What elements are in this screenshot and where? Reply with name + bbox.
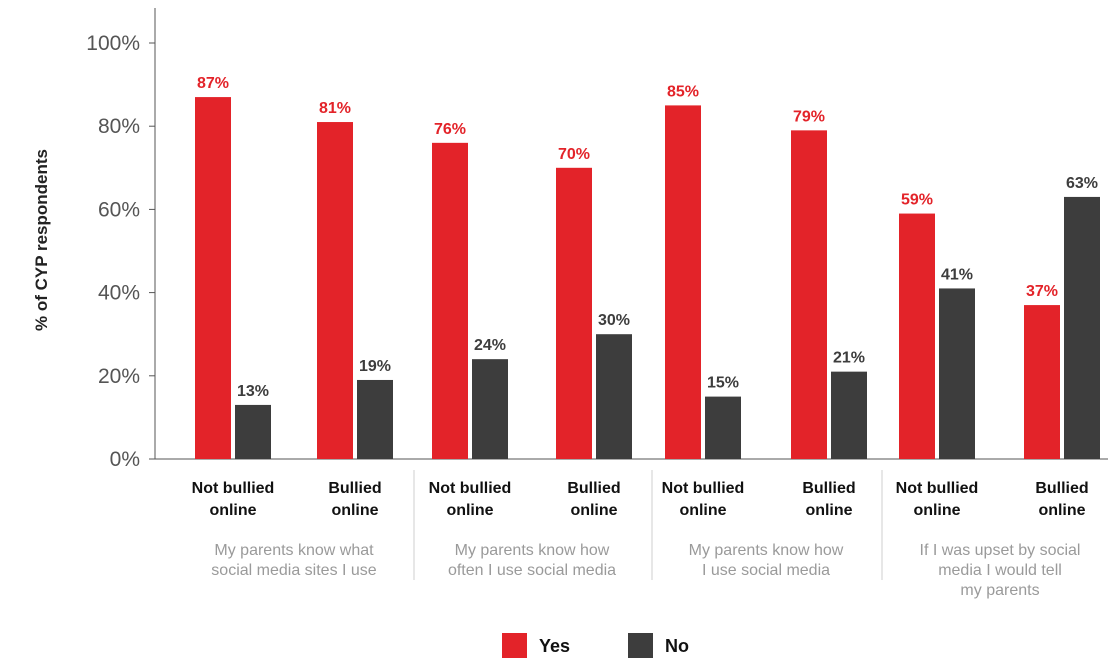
bar-no [939,288,975,459]
y-ticks: 0% 20% 40% 60% 80% 100% [86,32,155,471]
data-label-no: 15% [707,375,739,392]
y-tick-label: 60% [98,198,140,221]
y-axis-title: % of CYP respondents [32,149,51,331]
data-label-yes: 76% [434,121,466,138]
category-label: Bullied online [328,480,381,519]
bar-yes [195,97,231,459]
data-label-no: 24% [474,337,506,354]
bar-yes [791,130,827,460]
legend-label-no: No [665,636,689,656]
bar-yes [665,105,701,460]
legend-swatch-no [628,633,653,658]
y-tick-label: 100% [86,32,140,55]
category-label: Bullied online [1035,480,1088,519]
bar-no [357,379,393,459]
data-label-no: 19% [359,358,391,375]
data-label-yes: 79% [793,108,825,125]
data-label-yes: 81% [319,100,351,117]
category-label: Bullied online [802,480,855,519]
y-tick-label: 20% [98,365,140,388]
bar-yes [1024,305,1060,459]
data-label-yes: 37% [1026,283,1058,300]
group-label: My parents know how I use social media [689,542,844,579]
category-label: Not bullied online [896,480,979,519]
category-labels: Not bullied online Bullied online Not bullie… [192,480,1089,519]
category-label: Not bullied online [429,480,512,519]
data-label-no: 13% [237,383,269,400]
data-label-yes: 85% [667,83,699,100]
bar-no [596,334,632,459]
bar-no [235,404,271,459]
category-label: Not bullied online [662,480,745,519]
y-tick-label: 80% [98,115,140,138]
bar-no [1064,196,1100,460]
legend-swatch-yes [502,633,527,658]
bar-yes [317,122,353,459]
category-label: Bullied online [567,480,620,519]
category-label: Not bullied online [192,480,275,519]
y-tick-label: 0% [110,448,140,471]
bars [195,97,1100,460]
data-label-yes: 70% [558,146,590,163]
data-label-no: 30% [598,312,630,329]
group-label: My parents know how often I use social me… [448,542,616,579]
bar-yes [556,167,592,460]
bar-yes [432,142,468,459]
group-label: My parents know what social media sites I… [211,542,377,579]
group-labels: My parents know what social media sites I… [211,542,1080,599]
group-label: If I was upset by social media I would te… [920,542,1081,599]
data-label-no: 41% [941,266,973,283]
data-label-yes: 59% [901,192,933,209]
group-separators [413,470,883,580]
bar-no [705,396,741,459]
data-labels: 87% 13% 81% 19% 76% 24% 70% 30% 85% 15% 79% 21% 59% 4… [197,75,1098,400]
data-label-no: 63% [1066,175,1098,192]
data-label-no: 21% [833,350,865,367]
bar-yes [899,213,935,459]
data-label-yes: 87% [197,75,229,92]
bar-no [472,359,508,459]
bar-no [831,371,867,459]
legend-label-yes: Yes [539,636,570,656]
y-tick-label: 40% [98,282,140,305]
legend: Yes No [502,633,689,658]
